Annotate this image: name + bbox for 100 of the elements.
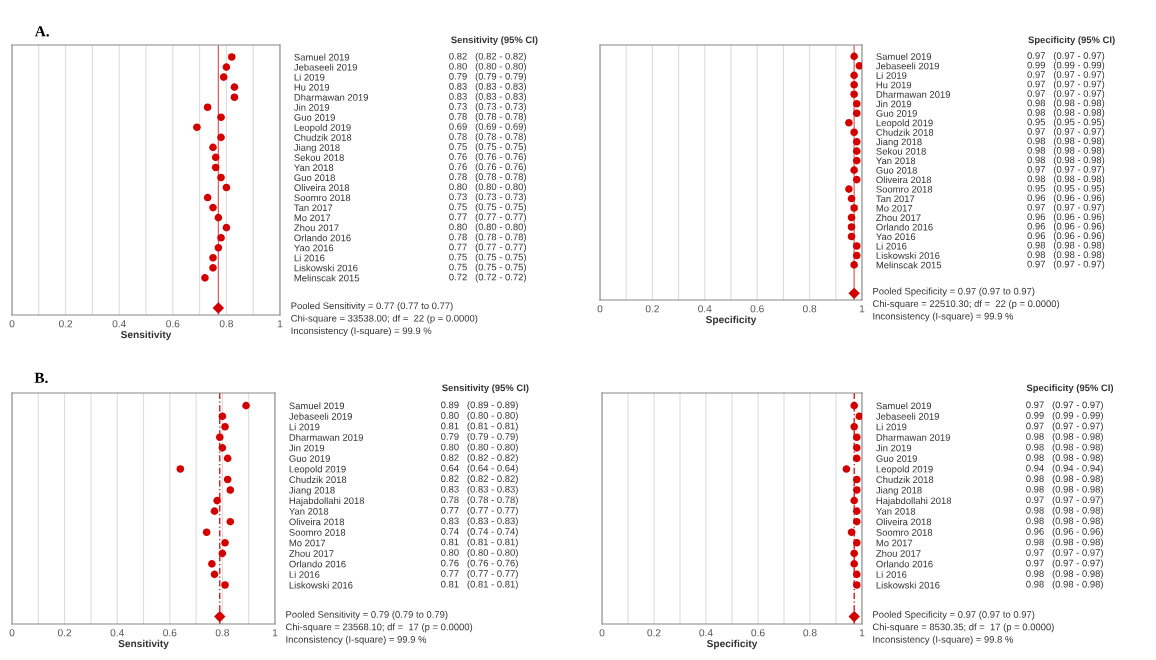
y-tick-label: Dharmawan 2019 xyxy=(289,433,363,441)
point xyxy=(852,99,861,108)
chart-title: A. xyxy=(34,26,49,37)
y-tick-label: Jiang 2018 xyxy=(876,138,922,148)
x-tick-label: 0.2 xyxy=(58,320,73,328)
x-tick-label: 0.6 xyxy=(750,305,764,313)
data-label: 0.96 (0.96 - 0.96) xyxy=(1027,213,1105,222)
point xyxy=(212,302,225,314)
data-label: 0.97 (0.97 - 0.97) xyxy=(1026,496,1103,505)
y-tick-label: Mo 2017 xyxy=(289,539,326,547)
x-tick-label: 0.6 xyxy=(166,320,180,328)
point xyxy=(852,175,861,184)
point xyxy=(850,560,858,568)
point xyxy=(853,517,861,526)
point xyxy=(850,422,858,431)
data-label: 0.78 (0.78 - 0.78) xyxy=(449,233,526,243)
data-label: 0.99 (0.99 - 0.99) xyxy=(1026,411,1103,421)
point xyxy=(847,232,856,241)
data-label: 0.98 (0.98 - 0.98) xyxy=(1027,108,1105,118)
y-tick-label: Jin 2019 xyxy=(876,100,912,108)
point xyxy=(853,475,861,484)
point xyxy=(853,454,861,463)
data-label: 0.97 (0.97 - 0.97) xyxy=(1027,89,1105,99)
data-label: 0.98 (0.98 - 0.98) xyxy=(1026,517,1103,527)
data-label: 0.96 (0.96 - 0.96) xyxy=(1026,527,1103,537)
data-label: 0.78 (0.78 - 0.78) xyxy=(449,173,526,182)
x-tick-label: 0 xyxy=(9,320,15,328)
data-label: 0.76 (0.76 - 0.76) xyxy=(449,163,526,172)
point xyxy=(850,81,858,89)
data-label: 0.78 (0.78 - 0.78) xyxy=(449,132,526,142)
data-label: 0.73 (0.73 - 0.73) xyxy=(449,193,526,202)
y-tick-label: Jin 2019 xyxy=(876,444,912,452)
y-tick-label: Samuel 2019 xyxy=(876,402,932,410)
point xyxy=(218,549,227,558)
text: Specificity (95% CI) xyxy=(1028,36,1115,45)
point xyxy=(853,570,861,579)
text: Inconsistency (I-square) = 99.9 % xyxy=(291,327,432,336)
x-tick-label: 0 xyxy=(599,629,605,637)
data-label: 0.82 (0.82 - 0.82) xyxy=(441,454,518,463)
x-axis-title: Specificity xyxy=(706,639,758,650)
point xyxy=(852,242,861,250)
point xyxy=(842,465,851,473)
data-label: 0.81 (0.81 - 0.81) xyxy=(441,538,518,548)
point xyxy=(230,83,239,91)
y-tick-label: Jiang 2018 xyxy=(289,486,335,496)
data-label: 0.78 (0.78 - 0.78) xyxy=(441,496,518,505)
point xyxy=(852,156,861,165)
point xyxy=(848,610,860,623)
x-tick-label: 0 xyxy=(9,629,15,637)
y-tick-label: Li 2019 xyxy=(876,71,907,79)
x-tick-label: 0.4 xyxy=(699,629,713,637)
point xyxy=(203,103,212,112)
point xyxy=(218,444,227,452)
point xyxy=(853,444,861,452)
data-label: 0.98 (0.98 - 0.98) xyxy=(1027,99,1105,109)
data-label: 0.75 (0.75 - 0.75) xyxy=(449,203,526,212)
x-tick-label: 0.8 xyxy=(802,305,817,313)
point xyxy=(223,454,232,463)
data-label: 0.97 (0.97 - 0.97) xyxy=(1027,165,1105,175)
point xyxy=(176,465,185,473)
point xyxy=(850,204,858,212)
data-label: 0.64 (0.64 - 0.64) xyxy=(441,464,518,474)
y-tick-label: Oliveira 2018 xyxy=(294,184,350,192)
point xyxy=(218,412,227,421)
y-tick-label: Tan 2017 xyxy=(876,195,915,203)
point xyxy=(215,433,224,442)
point xyxy=(219,73,228,81)
point xyxy=(209,143,217,152)
data-label: 0.98 (0.98 - 0.98) xyxy=(1027,156,1105,166)
x-tick-label: 0.6 xyxy=(751,629,765,637)
data-label: 0.75 (0.75 - 0.75) xyxy=(449,263,526,273)
point xyxy=(850,90,858,99)
data-label: 0.98 (0.98 - 0.98) xyxy=(1027,241,1105,251)
data-label: 0.80 (0.80 - 0.80) xyxy=(449,62,526,72)
data-label: 0.98 (0.98 - 0.98) xyxy=(1026,570,1103,579)
point xyxy=(210,570,219,579)
data-label: 0.98 (0.98 - 0.98) xyxy=(1026,580,1103,590)
y-tick-label: Chudzik 2018 xyxy=(876,128,934,136)
text: Specificity (95% CI) xyxy=(1026,384,1114,393)
y-tick-label: Zhou 2017 xyxy=(876,549,921,557)
text: Inconsistency (I-square) = 99.9 % xyxy=(286,635,427,645)
x-axis-title: Sensitivity xyxy=(118,639,169,650)
text: Pooled Specificity = 0.97 (0.97 to 0.97) xyxy=(873,287,1035,297)
y-tick-label: Hajabdollahi 2018 xyxy=(289,497,365,506)
data-label: 0.98 (0.98 - 0.98) xyxy=(1027,137,1105,147)
y-tick-label: Guo 2019 xyxy=(876,110,917,117)
y-tick-label: Zhou 2017 xyxy=(289,549,334,557)
y-tick-label: Liskowski 2016 xyxy=(294,264,358,272)
point xyxy=(852,137,861,146)
point xyxy=(211,153,220,162)
x-axis-title: Sensitivity xyxy=(120,330,172,341)
data-label: 0.98 (0.98 - 0.98) xyxy=(1027,251,1105,260)
data-label: 0.96 (0.96 - 0.96) xyxy=(1027,222,1105,232)
y-tick-label: Jebaseeli 2019 xyxy=(294,63,357,71)
point xyxy=(214,243,223,252)
y-tick-label: Jiang 2018 xyxy=(876,486,922,496)
data-label: 0.80 (0.80 - 0.80) xyxy=(441,411,518,421)
y-tick-label: Oliveira 2018 xyxy=(876,518,932,526)
y-tick-label: Mo 2017 xyxy=(876,539,913,547)
y-tick-label: Soomro 2018 xyxy=(876,529,933,536)
